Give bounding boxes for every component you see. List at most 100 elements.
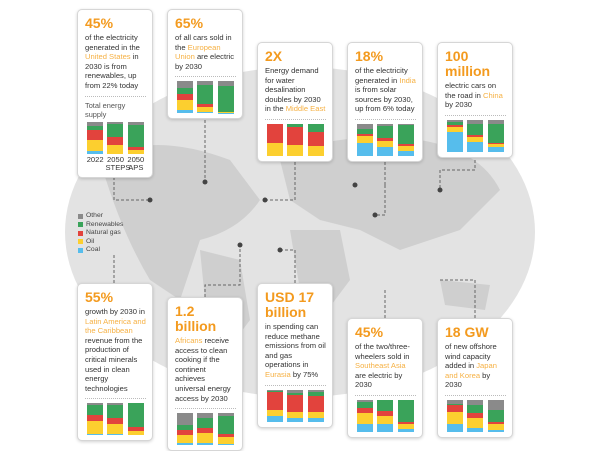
- stat-card-southeast-asia: 45% of the two/three-wheelers sold in So…: [347, 318, 423, 438]
- bar-segment-renewables: [217, 86, 234, 112]
- legend-label: Natural gas: [86, 229, 121, 236]
- stat-card-india: 18% of the electricity generated in Indi…: [347, 42, 423, 162]
- bar-segment-oil: [307, 146, 324, 156]
- bar-segment-oil: [107, 424, 124, 434]
- bar-segment-renewables: [287, 392, 304, 396]
- stacked-bar: [107, 121, 124, 154]
- energy-mix-chart: [445, 400, 506, 432]
- stat-description: of all cars sold in the European Union a…: [175, 33, 236, 71]
- stacked-bar: [377, 399, 394, 432]
- bar-segment-natural_gas: [267, 123, 284, 144]
- legend-item-natural_gas: Natural gas: [78, 229, 123, 238]
- bar-segment-natural_gas: [357, 133, 374, 136]
- energy-mix-chart: [355, 124, 416, 156]
- stat-value: 55%: [85, 289, 114, 305]
- bar-segment-renewables: [467, 123, 484, 135]
- bar-segment-coal: [377, 147, 394, 156]
- legend-swatch: [78, 247, 83, 253]
- bar-segment-oil: [197, 433, 214, 443]
- bar-segment-renewables: [177, 87, 194, 94]
- desc-text: receive access to clean cooking if the c…: [175, 336, 231, 403]
- legend-swatch: [78, 239, 83, 245]
- bar-segment-renewables: [487, 123, 504, 143]
- energy-mix-chart: [175, 81, 236, 114]
- bar-segment-natural_gas: [287, 127, 304, 145]
- legend-item-renewables: Renewables: [78, 221, 123, 230]
- bar-segment-other: [287, 389, 304, 393]
- bar-segment-renewables: [357, 401, 374, 408]
- bar-segment-renewables: [377, 126, 394, 139]
- bar-label: 2050 STEPS: [105, 154, 131, 172]
- divider: [445, 114, 506, 116]
- stat-value: 1.2 billion: [175, 303, 217, 334]
- stacked-bar: [397, 124, 414, 156]
- bar-segment-coal: [467, 142, 484, 152]
- bar-segment-renewables: [197, 84, 214, 104]
- bar-segment-oil: [267, 143, 284, 156]
- bar-segment-oil: [397, 423, 414, 429]
- desc-text: is from solar sources by 2030, up from 6…: [355, 85, 415, 114]
- bar-segment-coal: [177, 442, 194, 446]
- stat-description: of new offshore wind capacity added in J…: [445, 342, 506, 390]
- legend-item-oil: Oil: [78, 238, 123, 247]
- bar-segment-renewables: [127, 403, 144, 427]
- bar-segment-coal: [467, 428, 484, 432]
- legend-swatch: [78, 222, 83, 228]
- stacked-bar: [487, 400, 504, 432]
- legend-label: Other: [86, 212, 103, 219]
- stacked-bar: [127, 121, 144, 154]
- legend-swatch: [78, 213, 83, 219]
- bar-segment-oil: [447, 411, 464, 424]
- stat-value: 45%: [355, 324, 384, 340]
- bar-segment-renewables: [487, 409, 504, 423]
- region-name: Eurasia: [265, 369, 291, 379]
- desc-text: in spending can reduce methane emissions…: [265, 322, 326, 370]
- desc-text: by 75%: [290, 369, 319, 379]
- bar-segment-renewables: [197, 417, 214, 428]
- bar-segment-other: [447, 119, 464, 122]
- bar-segment-natural_gas: [127, 147, 144, 151]
- divider: [85, 95, 146, 97]
- stat-value: 18%: [355, 48, 384, 64]
- bar-segment-natural_gas: [447, 124, 464, 128]
- stacked-bar: [287, 124, 304, 156]
- stacked-bar: [217, 81, 234, 114]
- bar-segment-oil: [127, 430, 144, 436]
- bar-segment-natural_gas: [197, 427, 214, 434]
- bar-segment-other: [127, 121, 144, 125]
- energy-mix-chart: [175, 413, 236, 446]
- bar-segment-coal: [377, 423, 394, 432]
- stat-value: 45%: [85, 15, 114, 31]
- bar-segment-natural_gas: [397, 144, 414, 147]
- legend-item-coal: Coal: [78, 246, 123, 255]
- bar-segment-renewables: [377, 399, 394, 412]
- stacked-bar: [447, 119, 464, 152]
- bar-segment-coal: [357, 142, 374, 156]
- bar-segment-coal: [397, 151, 414, 156]
- bar-segment-renewables: [87, 126, 104, 130]
- bar-segment-renewables: [397, 124, 414, 145]
- bar-segment-renewables: [447, 121, 464, 125]
- bar-segment-oil: [107, 144, 124, 154]
- stat-description: electric cars on the road in China by 20…: [445, 81, 506, 110]
- stat-value: USD 17 billion: [265, 289, 315, 320]
- region-name: Latin America and the Caribbean: [85, 316, 146, 336]
- divider: [445, 394, 506, 396]
- bar-label: 2022: [86, 154, 104, 164]
- bar-segment-renewables: [287, 124, 304, 128]
- bar-segment-coal: [447, 131, 464, 152]
- stat-description: of the two/three-wheelers sold in Southe…: [355, 342, 416, 390]
- stacked-bar: [357, 400, 374, 432]
- desc-text: growth by 2030 in: [85, 307, 145, 316]
- bar-segment-oil: [127, 150, 144, 154]
- bar-segment-other: [87, 121, 104, 127]
- stacked-bar: [447, 400, 464, 432]
- stacked-bar: [267, 123, 284, 156]
- stat-card-japan-korea: 18 GW of new offshore wind capacity adde…: [437, 318, 513, 438]
- stat-card-middle-east: 2X Energy demand for water desalination …: [257, 42, 333, 162]
- bar-segment-natural_gas: [397, 421, 414, 424]
- bar-segment-oil: [377, 140, 394, 148]
- stat-card-africa: 1.2 billion Africans receive access to c…: [167, 297, 243, 451]
- bar-segment-renewables: [127, 124, 144, 148]
- bar-segment-other: [487, 119, 504, 124]
